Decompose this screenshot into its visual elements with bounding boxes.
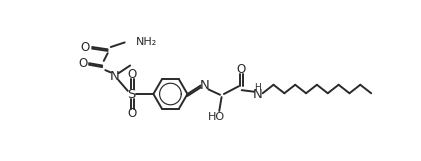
Text: O: O: [128, 68, 137, 81]
Text: NH₂: NH₂: [136, 37, 157, 47]
Text: N: N: [110, 70, 120, 83]
Text: O: O: [80, 41, 90, 54]
Text: H: H: [254, 83, 261, 92]
Text: N: N: [200, 79, 209, 92]
Text: HO: HO: [208, 112, 226, 122]
Text: O: O: [78, 57, 88, 71]
Text: O: O: [236, 63, 245, 76]
Text: N: N: [252, 88, 262, 100]
Text: O: O: [128, 107, 137, 120]
Text: S: S: [128, 88, 136, 100]
